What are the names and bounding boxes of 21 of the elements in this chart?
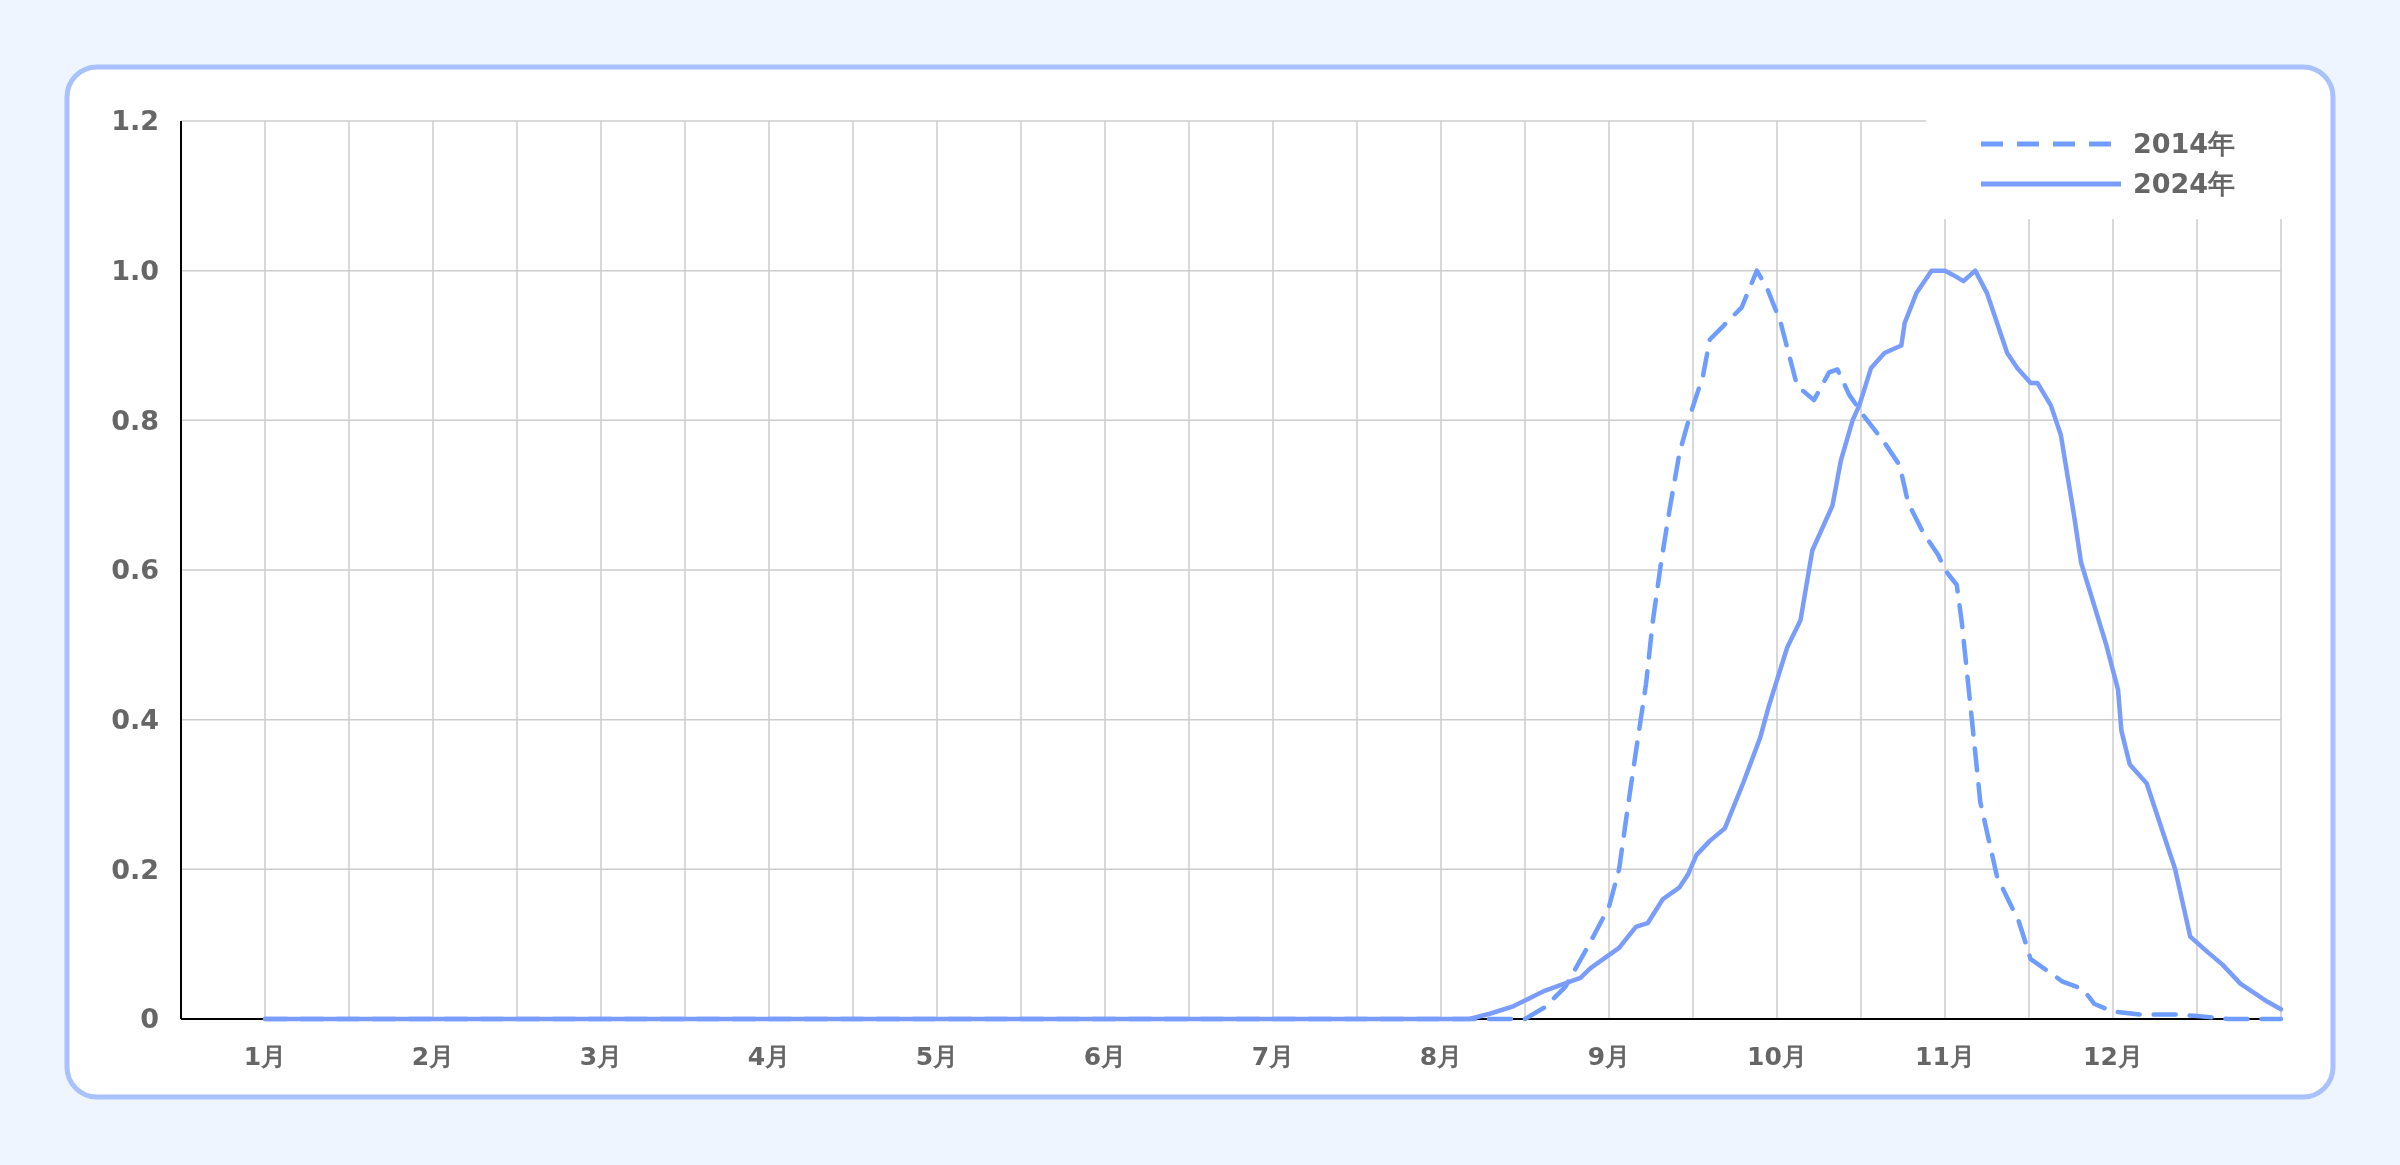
y-tick-label: 0.8 bbox=[111, 404, 159, 436]
x-tick-label: 9月 bbox=[1587, 1042, 1631, 1071]
x-tick-label: 3月 bbox=[579, 1042, 623, 1071]
x-tick-label: 11月 bbox=[1915, 1042, 1975, 1071]
x-tick-label: 4月 bbox=[747, 1042, 791, 1071]
y-tick-label: 0.6 bbox=[111, 554, 159, 586]
x-tick-label: 10月 bbox=[1747, 1042, 1807, 1071]
y-tick-label: 1.0 bbox=[111, 255, 159, 287]
y-tick-label: 1.2 bbox=[111, 105, 159, 137]
x-tick-label: 2月 bbox=[411, 1042, 455, 1071]
x-tick-label: 5月 bbox=[915, 1042, 959, 1071]
x-tick-label: 7月 bbox=[1251, 1042, 1295, 1071]
x-tick-label: 1月 bbox=[243, 1042, 287, 1071]
y-tick-label: 0.4 bbox=[111, 704, 159, 736]
x-tick-label: 6月 bbox=[1083, 1042, 1127, 1071]
x-tick-label: 8月 bbox=[1419, 1042, 1463, 1071]
x-tick-label: 12月 bbox=[2083, 1042, 2143, 1071]
y-tick-label: 0.2 bbox=[111, 853, 159, 885]
legend-label: 2014年 bbox=[2133, 128, 2236, 160]
y-tick-label: 0 bbox=[140, 1003, 159, 1035]
legend-label: 2024年 bbox=[2133, 168, 2236, 200]
